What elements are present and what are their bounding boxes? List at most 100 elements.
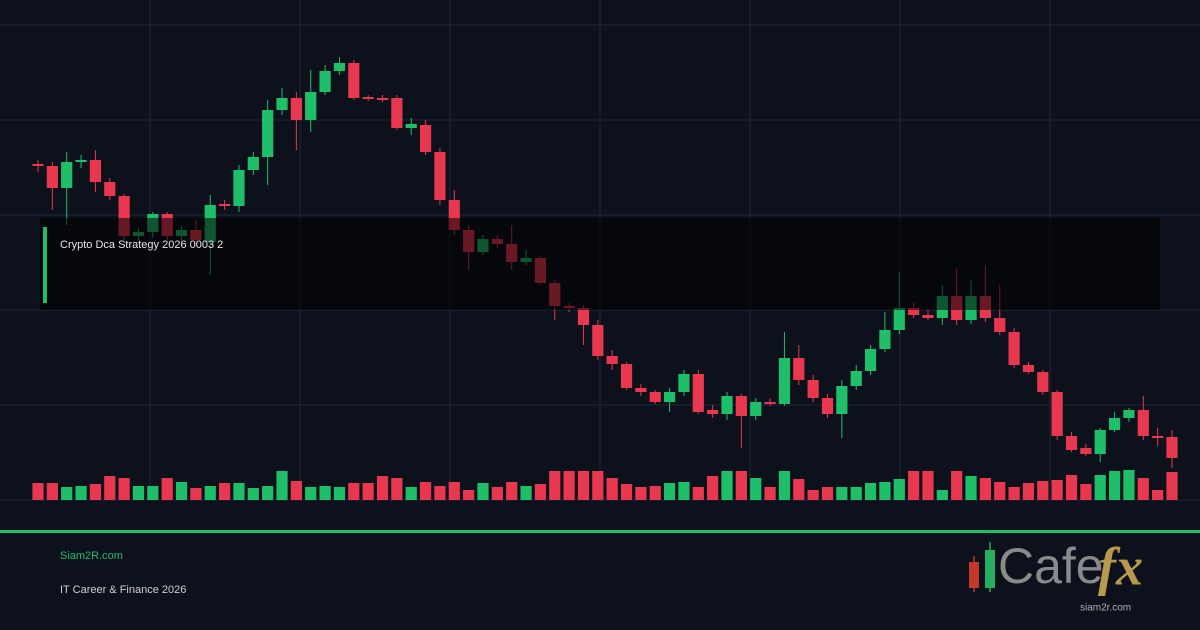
volume-bar [807, 490, 819, 500]
candle-body [778, 358, 791, 404]
candle-body [1022, 365, 1035, 372]
candle-body [879, 330, 891, 349]
volume-bar [362, 483, 374, 500]
candle-body [663, 392, 676, 402]
volume-bar [778, 471, 791, 500]
candle-body [1051, 392, 1063, 436]
tagline: IT Career & Finance 2026 [60, 584, 186, 596]
volume-bar [1065, 475, 1078, 500]
candle-body [419, 125, 432, 152]
candle-body [606, 356, 618, 364]
candle-body [620, 364, 633, 388]
candle-body [61, 162, 73, 188]
volume-bar [506, 482, 518, 500]
candle-body [1094, 430, 1106, 454]
volume-bar [305, 487, 317, 500]
candle-body [1123, 410, 1135, 418]
candle-body [1037, 372, 1049, 392]
volume-bar [161, 478, 173, 500]
logo: Cafe fx siam2r.com [969, 536, 1143, 614]
candle-body [434, 152, 446, 200]
divider [0, 530, 1200, 533]
volume-bar [376, 476, 389, 500]
volume-bar [32, 483, 44, 500]
site: Siam2R.com [60, 550, 123, 562]
candle-body [362, 97, 374, 99]
logo-icon [969, 562, 979, 588]
volume-bar [965, 476, 977, 500]
candle-body [1108, 418, 1121, 430]
logo-accent: fx [1098, 536, 1143, 596]
volume-bar [1152, 490, 1164, 500]
title-accent [43, 227, 47, 303]
volume-bar [1166, 472, 1178, 500]
volume-bar [821, 487, 834, 500]
volume-bar [405, 487, 417, 500]
candle-body [104, 182, 116, 196]
volume-bar [348, 483, 360, 500]
volume-bar [994, 482, 1006, 500]
candle-body [908, 308, 920, 315]
candle-body [262, 110, 274, 157]
candle-body [750, 402, 762, 416]
volume-bar [879, 482, 891, 500]
logo-text: Cafe [998, 538, 1104, 594]
volume-bar [46, 483, 58, 500]
volume-bar [908, 471, 920, 500]
volume-bar [1022, 483, 1035, 500]
volume-bar [319, 486, 331, 500]
candle-body [893, 308, 905, 330]
volume-bar [1108, 471, 1121, 500]
candle-body [247, 157, 259, 170]
volume-bar [147, 486, 159, 500]
volume-bar [190, 488, 202, 500]
candle-body [348, 63, 360, 98]
candle-body [1065, 436, 1078, 450]
candle-body [1137, 410, 1149, 436]
candle-body [678, 374, 690, 392]
chart-title: Crypto Dca Strategy 2026 0003 2 [60, 239, 223, 251]
candle-body [46, 166, 58, 188]
volume-bar [936, 490, 948, 500]
volume-bar [175, 482, 188, 500]
volume-bar [850, 487, 862, 500]
volume-bar [534, 484, 547, 500]
volume-bar [549, 471, 561, 500]
volume-bar [563, 471, 575, 500]
volume-bar [893, 479, 905, 500]
candle-body [807, 380, 819, 398]
volume-bar [333, 487, 346, 500]
volume-bar [419, 482, 432, 500]
candle-body [821, 398, 834, 414]
volume-bar [233, 483, 245, 500]
logo-icon [985, 550, 995, 588]
candle-body [793, 358, 805, 380]
volume-bar [836, 487, 848, 500]
volume-bar [1080, 484, 1092, 500]
volume-bar [463, 490, 475, 500]
candle-body [118, 196, 130, 236]
candle-body [994, 318, 1006, 332]
volume-bar [1123, 470, 1135, 500]
candle-body [577, 308, 590, 325]
volume-bar [577, 471, 590, 500]
candle-body [735, 396, 747, 416]
volume-bar [678, 482, 690, 500]
volume-bar [204, 486, 216, 500]
candle-body [319, 71, 331, 92]
volume-bar [290, 481, 302, 500]
volume-bar [219, 483, 231, 500]
candle-body [1008, 332, 1020, 365]
candle-body [75, 160, 87, 162]
candle-body [864, 349, 877, 371]
candle-body [850, 371, 862, 386]
candle-body [233, 170, 245, 206]
candle-body [707, 410, 719, 414]
volume-bar [764, 487, 776, 500]
volume-bar [89, 484, 102, 500]
candle-body [32, 164, 44, 166]
candle-body [333, 63, 346, 71]
volume-bar [1137, 478, 1149, 500]
